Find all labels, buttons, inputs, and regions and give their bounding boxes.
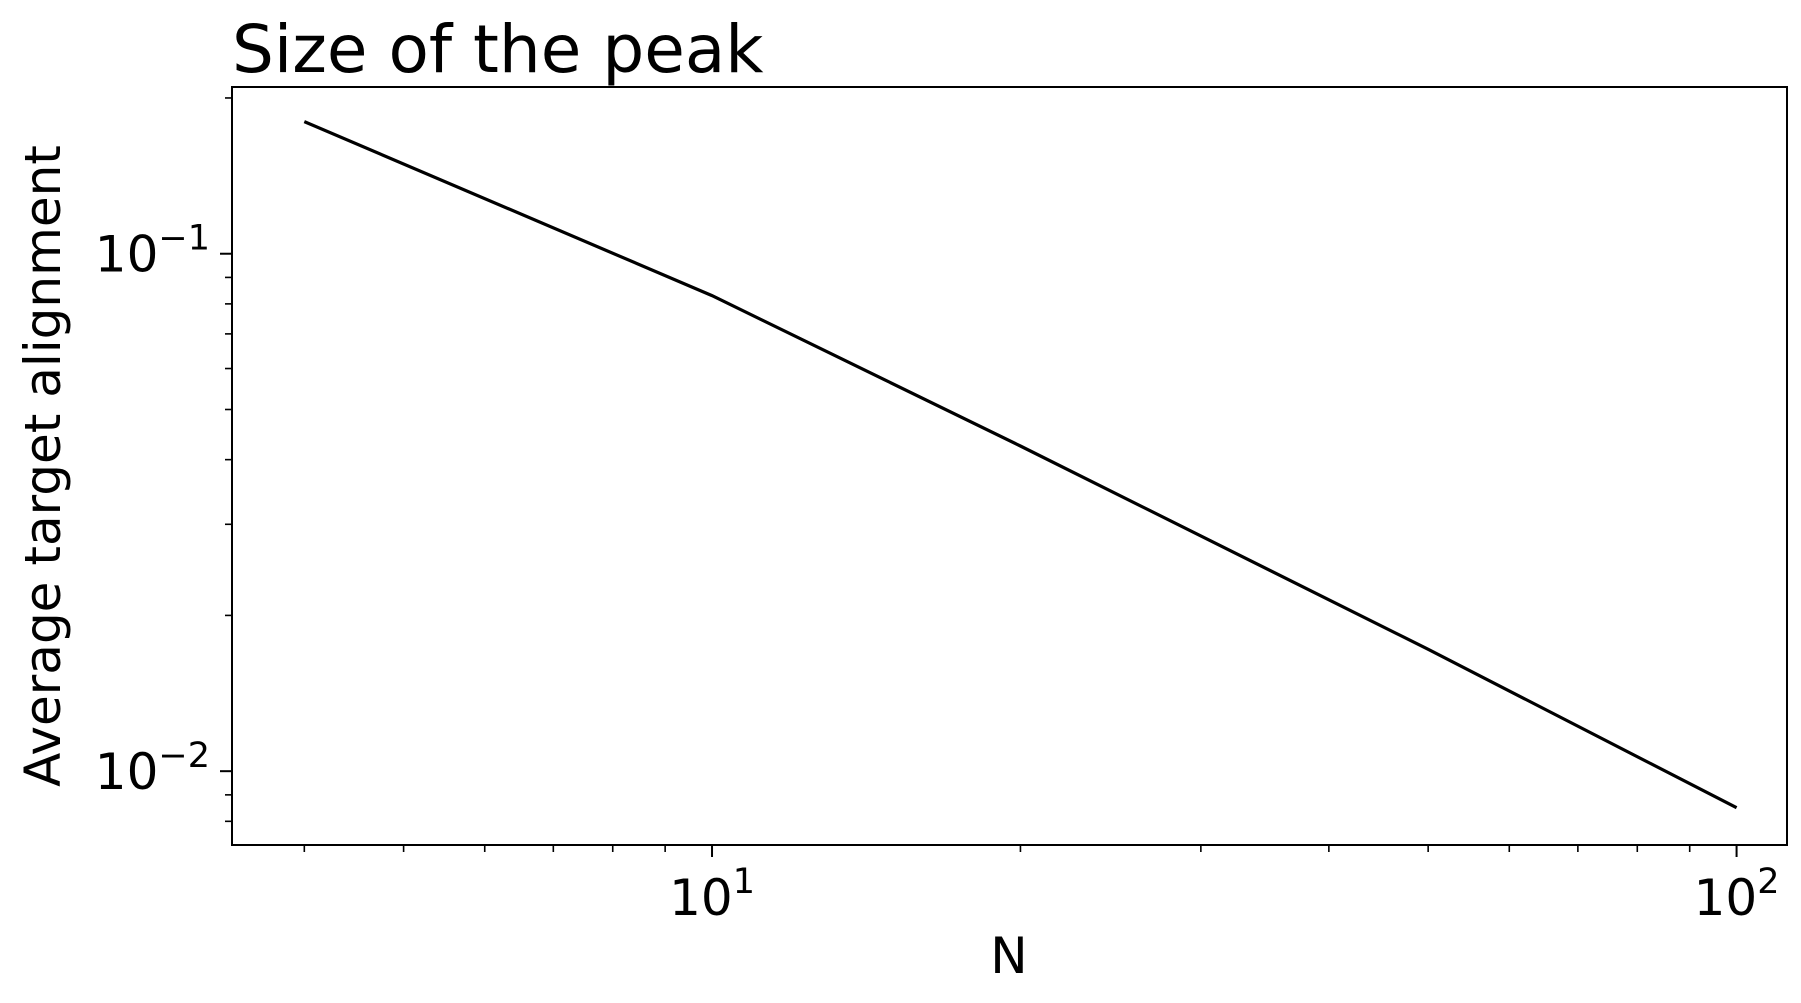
y-tick-label: 10−1 bbox=[95, 219, 210, 284]
chart-title: Size of the peak bbox=[232, 11, 764, 88]
x-tick-label-base: 10 bbox=[1694, 869, 1758, 927]
y-tick-label-base: 10 bbox=[95, 226, 159, 284]
series-line bbox=[303, 120, 1738, 810]
x-axis-label: N bbox=[990, 927, 1027, 985]
y-tick-label: 10−2 bbox=[95, 736, 210, 801]
major-ticks bbox=[220, 252, 1738, 857]
x-tick-label: 101 bbox=[669, 862, 755, 927]
x-tick-label-exponent: 2 bbox=[1757, 862, 1779, 902]
minor-ticks bbox=[225, 97, 1691, 852]
x-tick-label-exponent: 1 bbox=[733, 862, 755, 902]
y-axis-label: Average target alignment bbox=[14, 145, 72, 787]
y-tick-label-base: 10 bbox=[95, 743, 159, 801]
x-tick-label-base: 10 bbox=[669, 869, 733, 927]
plot-area bbox=[231, 86, 1788, 846]
y-tick-label-exponent: −2 bbox=[158, 736, 210, 776]
y-tick-label-exponent: −1 bbox=[158, 219, 210, 259]
x-tick-label: 102 bbox=[1694, 862, 1780, 927]
